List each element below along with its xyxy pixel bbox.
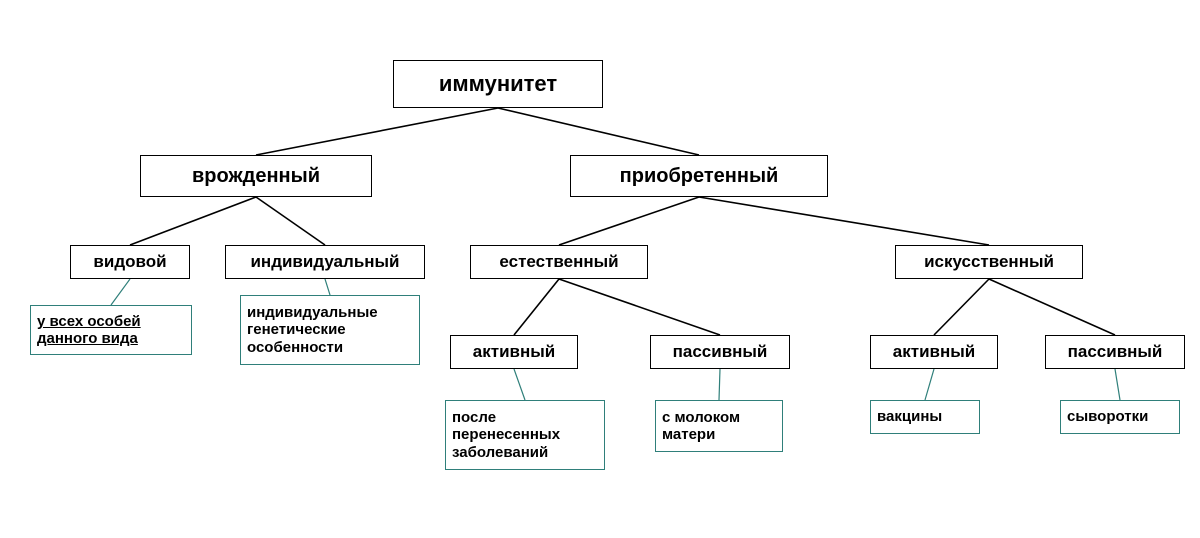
node-label: естественный bbox=[499, 252, 618, 272]
edge-art_active-art_active_desc bbox=[925, 369, 934, 400]
node-individual: индивидуальный bbox=[225, 245, 425, 279]
node-art_active: активный bbox=[870, 335, 998, 369]
node-label: пассивный bbox=[673, 342, 768, 362]
edge-artificial-art_active bbox=[934, 279, 989, 335]
node-label: активный bbox=[893, 342, 975, 362]
node-label: с молоком матери bbox=[662, 409, 740, 444]
node-label: иммунитет bbox=[439, 71, 557, 96]
node-label: активный bbox=[473, 342, 555, 362]
node-label: искусственный bbox=[924, 252, 1054, 272]
node-individual_desc: индивидуальные генетические особенности bbox=[240, 295, 420, 365]
node-label: вакцины bbox=[877, 408, 942, 425]
node-nat_active: активный bbox=[450, 335, 578, 369]
node-acquired: приобретенный bbox=[570, 155, 828, 197]
node-artificial: искусственный bbox=[895, 245, 1083, 279]
node-label: сыворотки bbox=[1067, 408, 1148, 425]
edge-nat_passive-nat_passive_desc bbox=[719, 369, 720, 400]
edge-root-innate bbox=[256, 108, 498, 155]
node-natural: естественный bbox=[470, 245, 648, 279]
node-label: приобретенный bbox=[620, 165, 779, 188]
edge-artificial-art_passive bbox=[989, 279, 1115, 335]
node-label: индивидуальный bbox=[250, 252, 399, 272]
node-label: у всех особей данного вида bbox=[37, 313, 141, 348]
node-label: после перенесенных заболеваний bbox=[452, 409, 560, 461]
edge-natural-nat_passive bbox=[559, 279, 720, 335]
edge-innate-species bbox=[130, 197, 256, 245]
edge-innate-individual bbox=[256, 197, 325, 245]
edge-individual-individual_desc bbox=[325, 279, 330, 295]
node-label: пассивный bbox=[1068, 342, 1163, 362]
edge-art_passive-art_passive_desc bbox=[1115, 369, 1120, 400]
edge-natural-nat_active bbox=[514, 279, 559, 335]
node-art_active_desc: вакцины bbox=[870, 400, 980, 434]
node-art_passive_desc: сыворотки bbox=[1060, 400, 1180, 434]
edge-acquired-natural bbox=[559, 197, 699, 245]
node-nat_passive: пассивный bbox=[650, 335, 790, 369]
edge-root-acquired bbox=[498, 108, 699, 155]
node-species: видовой bbox=[70, 245, 190, 279]
node-root: иммунитет bbox=[393, 60, 603, 108]
node-nat_passive_desc: с молоком матери bbox=[655, 400, 783, 452]
node-species_desc: у всех особей данного вида bbox=[30, 305, 192, 355]
node-label: видовой bbox=[93, 252, 166, 272]
edge-species-species_desc bbox=[111, 279, 130, 305]
node-innate: врожденный bbox=[140, 155, 372, 197]
node-label: индивидуальные генетические особенности bbox=[247, 304, 378, 356]
edge-acquired-artificial bbox=[699, 197, 989, 245]
node-nat_active_desc: после перенесенных заболеваний bbox=[445, 400, 605, 470]
node-label: врожденный bbox=[192, 165, 320, 188]
edge-nat_active-nat_active_desc bbox=[514, 369, 525, 400]
node-art_passive: пассивный bbox=[1045, 335, 1185, 369]
